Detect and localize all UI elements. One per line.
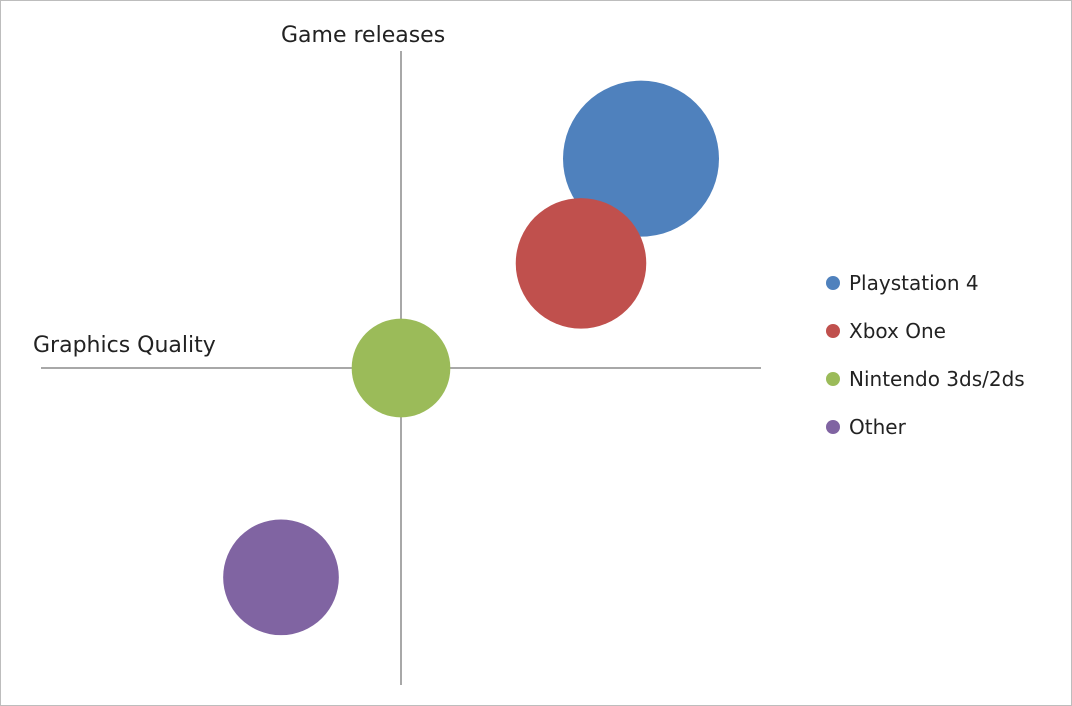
bubble-playstation-4: [563, 80, 719, 237]
legend-marker-nintendo: [826, 372, 840, 386]
x-axis-title: Graphics Quality: [33, 333, 216, 358]
legend-label-xbox-one: Xbox One: [849, 319, 946, 343]
legend-marker-xbox-one: [826, 324, 840, 338]
y-axis-title: Game releases: [281, 23, 445, 48]
legend-marker-playstation-4: [826, 276, 840, 290]
legend-marker-other: [826, 420, 840, 434]
legend-label-nintendo: Nintendo 3ds/2ds: [849, 367, 1025, 391]
legend-label-other: Other: [849, 415, 907, 439]
legend: Playstation 4 Xbox One Nintendo 3ds/2ds …: [826, 271, 1025, 439]
legend-label-playstation-4: Playstation 4: [849, 271, 979, 295]
bubble-other: [223, 519, 339, 636]
bubbles: [223, 80, 719, 636]
bubble-xbox-one: [515, 198, 647, 329]
bubble-nintendo-3ds-2ds: [351, 318, 451, 418]
